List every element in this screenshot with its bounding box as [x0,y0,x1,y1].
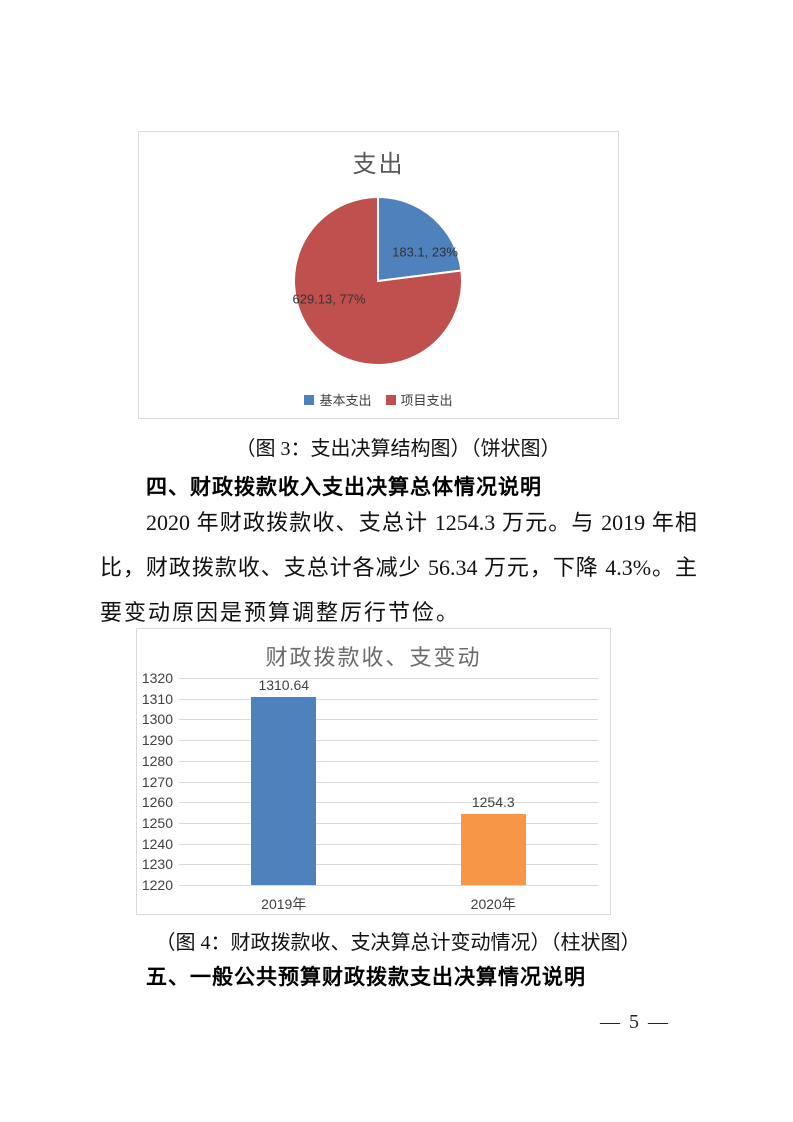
section5-heading: 五、一般公共预算财政拨款支出决算情况说明 [146,966,586,989]
paragraph-line: 2020 年财政拨款收、支总计 1254.3 万元。与 2019 年相 [146,510,697,535]
gridline [179,678,598,679]
gridline [179,864,598,866]
legend-swatch-icon [304,394,315,405]
bar [251,697,317,885]
page-number: — 5 — [600,1011,670,1033]
y-tick-label: 1290 [141,732,173,749]
pie-data-label: 629.13, 77% [292,291,366,307]
legend-label: 项目支出 [400,393,453,408]
figure3-caption: （图 3：支出决算结构图）（饼状图） [235,438,561,460]
y-tick-label: 1220 [141,877,173,893]
gridline [179,698,598,700]
figure4-caption: （图 4：财政拨款收、支决算总计变动情况）（柱状图） [155,932,641,954]
gridline [179,885,598,886]
bar-data-label: 1310.64 [258,677,310,694]
gridline [179,843,598,845]
x-category-label: 2019年 [261,896,307,912]
pie-slice [293,195,463,366]
bar [460,813,526,885]
y-tick-label: 1230 [141,856,173,873]
legend-label: 基本支出 [319,393,372,408]
pie-legend: 基本支出 项目支出 [139,390,618,409]
y-tick-label: 1300 [141,711,173,728]
y-tick-label: 1260 [141,794,173,811]
y-tick-label: 1280 [141,752,173,769]
section4-heading: 四、财政拨款收入支出决算总体情况说明 [146,476,542,499]
y-tick-label: 1250 [141,814,173,831]
pie-slice [377,195,463,283]
bar-chart: 财政拨款收、支变动 1220 1230 1240 1250 1260 1270 1280 12… [136,628,611,915]
paragraph-line: 要变动原因是预算调整厉行节俭。 [100,600,461,625]
legend-swatch-icon [385,394,396,405]
bar-plot: 1220 1230 1240 1250 1260 1270 1280 1290 1300 1310… [137,629,610,914]
bar-data-label: 1254.3 [471,793,515,810]
bar-chart-title: 财政拨款收、支变动 [265,645,482,670]
y-tick-label: 1310 [141,690,173,707]
pie-svg [293,195,463,366]
gridline [179,760,598,762]
x-category-label: 2020年 [470,896,516,912]
legend-item: 项目支出 [385,390,453,409]
gridline [179,781,598,783]
gridline [179,822,598,824]
y-tick-label: 1320 [141,670,173,686]
pie-chart-title: 支出 [352,152,405,178]
gridline [179,802,598,804]
gridline [179,740,598,742]
pie-data-label: 183.1, 23% [392,244,458,260]
y-tick-label: 1270 [141,773,173,790]
legend-item: 基本支出 [304,390,372,409]
pie-chart: 支出 183.1, 23% 629.13, 77% 基本支出 项目支出 [138,131,619,419]
y-tick-label: 1240 [141,835,173,852]
gridline [179,719,598,721]
paragraph-line: 比，财政拨款收、支总计各减少 56.34 万元，下降 4.3%。主 [100,555,697,580]
